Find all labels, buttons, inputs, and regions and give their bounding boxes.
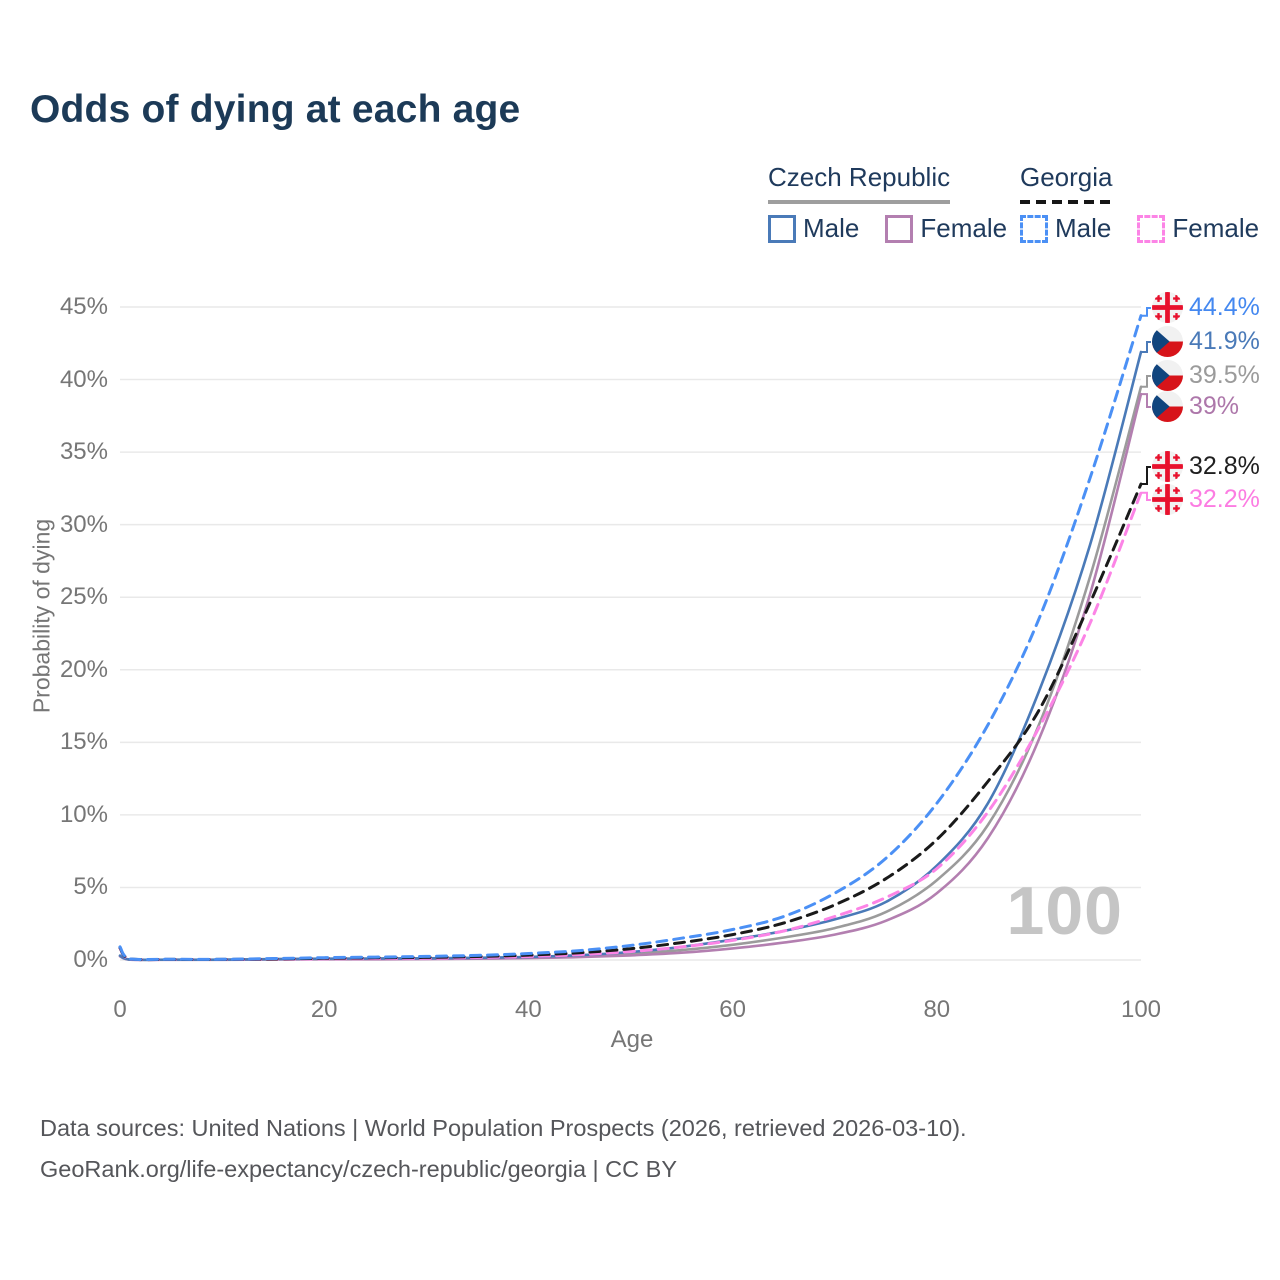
- legend-swatch-georgia-male: [1020, 214, 1048, 243]
- legend-item-georgia-female[interactable]: Female: [1137, 213, 1259, 244]
- end-label-connector-georgia-male: [1141, 307, 1151, 317]
- georgia-flag-icon: [1152, 451, 1183, 482]
- legend-group-title-georgia: Georgia: [1020, 162, 1113, 192]
- footer: Data sources: United Nations | World Pop…: [40, 1108, 967, 1190]
- x-tick-label: 40: [515, 996, 542, 1023]
- y-tick-label: 25%: [59, 583, 108, 611]
- end-label-czech-female: 39%: [1152, 391, 1239, 422]
- y-tick-label: 40%: [59, 365, 108, 393]
- legend-item-label: Female: [920, 213, 1008, 243]
- end-label-connector-czech-female: [1141, 393, 1151, 408]
- y-tick-label: 35%: [59, 438, 108, 466]
- footer-data-sources: Data sources: United Nations | World Pop…: [40, 1115, 967, 1141]
- y-tick-label: 30%: [59, 510, 108, 538]
- legend-swatch-georgia-female: [1137, 214, 1166, 243]
- end-label-value: 39%: [1189, 392, 1240, 420]
- legend-group-czech-republic: Czech Republic Male Female: [768, 162, 1007, 244]
- y-tick-label: 20%: [59, 655, 108, 683]
- end-label-czech-male: 41.9%: [1152, 326, 1260, 357]
- legend-item-georgia-male[interactable]: Male: [1020, 213, 1111, 244]
- series-line-czech-total[interactable]: [118, 385, 1143, 962]
- end-label-connector-georgia-female: [1141, 491, 1151, 501]
- end-label-value: 39.5%: [1189, 361, 1260, 389]
- age-watermark: 100: [1006, 873, 1123, 949]
- georgia-flag-icon: [1152, 484, 1183, 515]
- y-tick-label: 45%: [59, 293, 108, 320]
- czech-flag-icon: [1152, 391, 1183, 422]
- y-axis-title: Probability of dying: [28, 518, 55, 714]
- legend-group-georgia: Georgia Male Female: [1020, 162, 1259, 244]
- y-tick-label: 10%: [59, 800, 108, 828]
- legend-item-czech-male[interactable]: Male: [768, 213, 859, 244]
- page-title: Odds of dying at each age: [30, 88, 521, 131]
- footer-attribution: GeoRank.org/life-expectancy/czech-republ…: [40, 1156, 677, 1182]
- end-label-connector-georgia-total: [1141, 466, 1151, 486]
- end-label-connector-czech-total: [1141, 375, 1151, 388]
- legend-swatch-czech-male: [768, 214, 796, 243]
- legend-item-label: Male: [803, 213, 860, 243]
- x-tick-label: 60: [719, 996, 746, 1023]
- georgia-flag-icon: [1152, 292, 1183, 323]
- series-line-czech-female[interactable]: [118, 392, 1143, 962]
- end-label-georgia-male: 44.4%: [1152, 292, 1260, 323]
- end-label-value: 32.8%: [1189, 452, 1260, 480]
- series-line-czech-male[interactable]: [118, 350, 1143, 962]
- end-label-georgia-female: 32.2%: [1152, 484, 1260, 515]
- legend-line-style-sample: [1020, 200, 1113, 204]
- czech-flag-icon: [1152, 326, 1183, 357]
- czech-flag-icon: [1152, 360, 1183, 391]
- x-tick-label: 80: [923, 996, 951, 1023]
- legend-item-label: Female: [1172, 213, 1260, 243]
- x-tick-label: 100: [1120, 996, 1162, 1023]
- end-label-georgia-total: 32.8%: [1152, 451, 1260, 482]
- x-axis-title: Age: [610, 1026, 654, 1053]
- end-label-czech-total: 39.5%: [1152, 360, 1260, 391]
- legend-item-czech-female[interactable]: Female: [885, 213, 1007, 244]
- legend-swatch-czech-female: [885, 214, 914, 243]
- end-label-value: 32.2%: [1189, 485, 1260, 513]
- y-tick-label: 0%: [73, 946, 108, 973]
- legend-line-style-sample: [768, 200, 951, 204]
- end-label-value: 44.4%: [1189, 293, 1260, 321]
- end-label-connector-czech-male: [1141, 341, 1151, 353]
- series-line-georgia-total[interactable]: [118, 482, 1143, 962]
- x-tick-label: 20: [310, 996, 338, 1023]
- x-tick-label: 0: [113, 996, 127, 1023]
- legend-item-label: Male: [1055, 213, 1112, 243]
- y-tick-label: 15%: [59, 728, 108, 756]
- y-tick-label: 5%: [73, 873, 108, 901]
- legend-group-title-czech-republic: Czech Republic: [768, 162, 951, 192]
- end-label-value: 41.9%: [1189, 327, 1260, 355]
- series-line-georgia-male[interactable]: [118, 314, 1143, 962]
